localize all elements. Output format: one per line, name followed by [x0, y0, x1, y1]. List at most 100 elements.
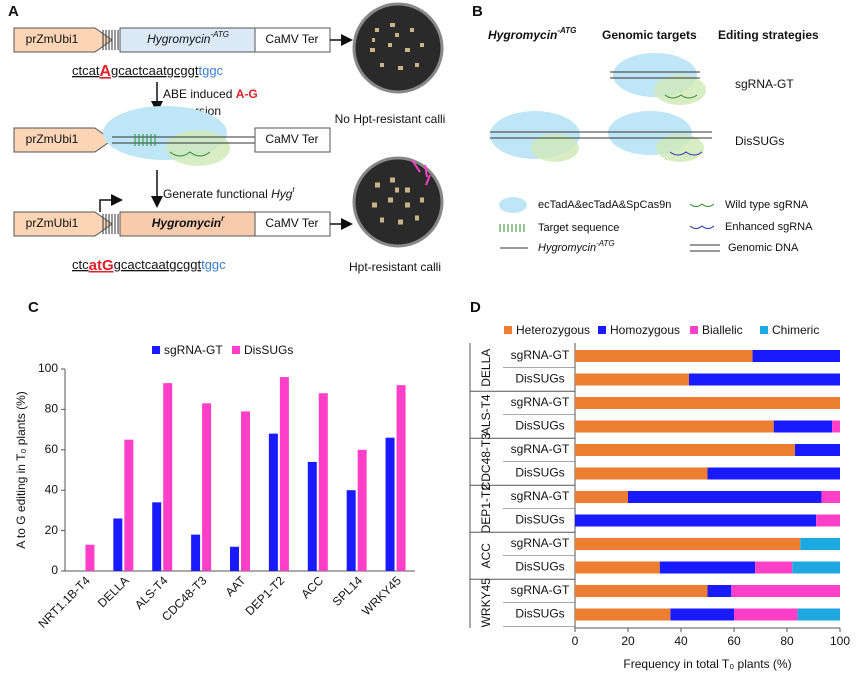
legend-label: DisSUGs: [244, 343, 293, 357]
row-label: DisSUGs: [515, 372, 564, 386]
legend-label: Enhanced sgRNA: [725, 221, 813, 233]
terminator: [254, 127, 331, 153]
group-label: CDC48-T3: [479, 433, 493, 491]
promoter: [13, 127, 113, 153]
x-tick-label: 20: [621, 634, 635, 648]
target: [134, 134, 156, 146]
x-tick-label: AAT: [223, 573, 249, 599]
bar: [279, 377, 289, 571]
bar-segment: [752, 350, 840, 362]
bar-segment: [794, 444, 840, 456]
bar: [346, 490, 356, 571]
bar: [230, 546, 239, 571]
schematic-dissugs: [490, 111, 712, 162]
strategy-label: DisSUGs: [735, 134, 784, 148]
legend-label: Chimeric: [772, 323, 819, 337]
bar: [202, 403, 212, 571]
legend-label: Target sequence: [538, 222, 619, 234]
bar-segment: [707, 467, 840, 480]
x-tick-label: 100: [830, 634, 850, 648]
row-label: DisSUGs: [515, 513, 564, 527]
bar-segment: [575, 561, 660, 574]
bar-segment: [797, 608, 840, 621]
bar-segment: [575, 444, 795, 456]
bar-segment: [659, 561, 756, 574]
legend-label: ecTadA&ecTadA&SpCas9n: [538, 199, 671, 211]
y-tick-label: 20: [45, 523, 59, 537]
row-label: DisSUGs: [515, 560, 564, 574]
legend-swatch: [690, 326, 698, 334]
row-label: sgRNA-GT: [511, 536, 570, 550]
y-axis-label: A to G editing in T₀ plants (%): [14, 391, 28, 549]
petri-dish: [352, 156, 444, 248]
header: Hygromycin-ATG: [488, 26, 576, 42]
x-tick-label: ACC: [298, 573, 326, 601]
legend-label: sgRNA-GT: [164, 343, 223, 357]
legend-swatch: [760, 326, 768, 334]
row-label: DisSUGs: [515, 466, 564, 480]
dish-2: [352, 156, 444, 248]
terminator-label: CaMV Ter: [265, 132, 318, 146]
header: Editing strategies: [718, 28, 819, 42]
x-tick-label: DELLA: [95, 573, 132, 610]
dish-1: [352, 2, 444, 94]
bar: [241, 411, 250, 571]
group-label: ACC: [479, 543, 493, 569]
x-tick-label: WRKY45: [359, 573, 404, 618]
gene-label: Hygromycinr: [152, 214, 225, 230]
legend-swatch: [232, 346, 240, 354]
strategy-label: sgRNA-GT: [735, 77, 794, 91]
promoter-label: prZmUbi1: [26, 216, 79, 230]
sequence-after: ctcatGgcactcaatgcggttggc: [72, 257, 226, 274]
pink-arrows: [411, 159, 431, 186]
tss-arrow: [99, 194, 123, 212]
bar-segment: [575, 397, 840, 409]
bar: [163, 383, 173, 571]
legend-label: Homozygous: [610, 323, 680, 337]
construct-1: prZmUbi1 Hygromycin-ATG CaMV Ter: [13, 27, 353, 53]
bar-segment: [821, 491, 840, 503]
bar-segment: [575, 467, 708, 480]
legend-label: Heterozygous: [516, 323, 590, 337]
header: Genomic targets: [602, 28, 697, 42]
row-label: DisSUGs: [515, 419, 564, 433]
bar-segment: [832, 420, 840, 433]
bar-segment: [575, 514, 817, 527]
bar-segment: [755, 561, 793, 574]
petri-dish: [352, 2, 444, 94]
panel-label: C: [28, 299, 39, 316]
panel-label: A: [8, 3, 19, 20]
group-label: WRKY45: [479, 578, 493, 628]
bar: [357, 449, 367, 571]
bar-segment: [575, 491, 628, 503]
terminator: [254, 27, 331, 53]
bar-segment: [575, 373, 689, 386]
x-tick-label: 80: [780, 634, 794, 648]
row-label: DisSUGs: [515, 607, 564, 621]
result-1: No Hpt-resistant calli: [335, 112, 446, 126]
row-label: sgRNA-GT: [511, 489, 570, 503]
target-lines: [102, 214, 119, 234]
y-tick-label: 0: [51, 563, 58, 577]
step-1: ABE induced A-G: [163, 87, 258, 101]
y-tick-label: 80: [45, 402, 59, 416]
terminator-label: CaMV Ter: [265, 32, 318, 46]
gene-label: Hygromycin-ATG: [147, 30, 229, 46]
step-2: Generate functional Hygr: [163, 185, 295, 201]
bar-segment: [707, 585, 732, 597]
bar: [124, 439, 134, 571]
bar-segment: [731, 585, 840, 597]
row-label: sgRNA-GT: [511, 395, 570, 409]
x-tick-label: DEP1-T2: [242, 573, 287, 618]
panel-label: D: [470, 299, 481, 316]
schematic-sgrna-gt: [610, 53, 706, 105]
sgrna: [169, 151, 211, 157]
x-tick-label: ALS-T4: [132, 573, 171, 612]
bar-segment: [688, 373, 840, 386]
row-label: sgRNA-GT: [511, 583, 570, 597]
x-tick-label: NRT1.1B-T4: [35, 573, 93, 631]
bar-segment: [792, 561, 840, 574]
y-tick-label: 60: [45, 442, 59, 456]
gene-box: [119, 27, 256, 53]
